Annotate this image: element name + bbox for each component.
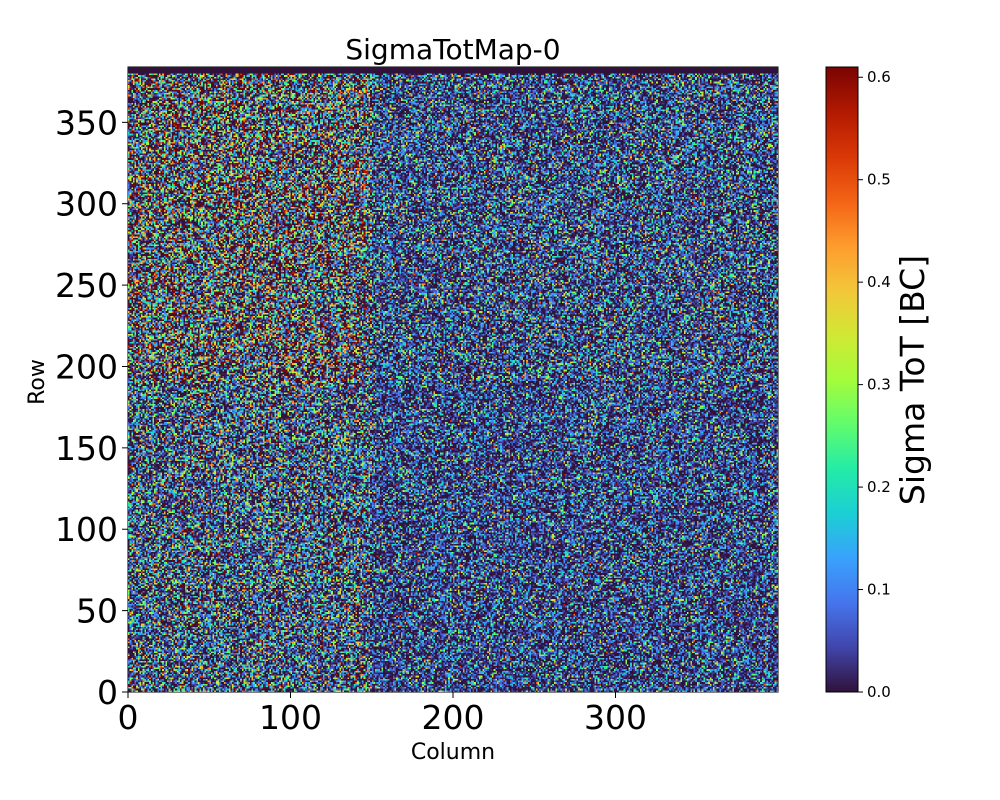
y-tick-label: 300 (55, 185, 118, 224)
chart-title: SigmaTotMap-0 (345, 33, 560, 66)
y-tick-label: 0 (97, 673, 118, 712)
y-tick-label: 200 (55, 347, 118, 386)
colorbar-tick-label: 0.2 (867, 478, 891, 496)
colorbar-tick-label: 0.6 (867, 68, 891, 86)
x-tick-label: 200 (422, 698, 485, 737)
colorbar-label: Sigma ToT [BC] (893, 255, 932, 505)
y-tick-label: 50 (76, 592, 118, 631)
colorbar-ticks: 0.0 0.1 0.2 0.3 0.4 0.5 0.6 (858, 68, 891, 701)
colorbar-tick-label: 0.4 (867, 273, 891, 291)
y-tick-label: 100 (55, 510, 118, 549)
colorbar-tick-label: 0.1 (867, 581, 891, 599)
y-tick-label: 350 (55, 103, 118, 142)
x-tick-label: 100 (259, 698, 322, 737)
heatmap-cells (128, 67, 778, 692)
colorbar-tick-label: 0.0 (867, 683, 891, 701)
x-axis-label: Column (411, 740, 495, 765)
x-tick-label: 0 (118, 698, 139, 737)
colorbar-tick-label: 0.5 (867, 171, 891, 189)
y-tick-label: 250 (55, 266, 118, 305)
y-tick-label: 150 (55, 429, 118, 468)
colorbar (825, 66, 859, 693)
y-axis-ticks: 0 50 100 150 200 250 300 350 (55, 103, 128, 712)
x-axis-ticks: 0 100 200 300 (118, 692, 647, 737)
colorbar-tick-label: 0.3 (867, 376, 891, 394)
x-tick-label: 300 (584, 698, 647, 737)
y-axis-label: Row (25, 359, 50, 405)
